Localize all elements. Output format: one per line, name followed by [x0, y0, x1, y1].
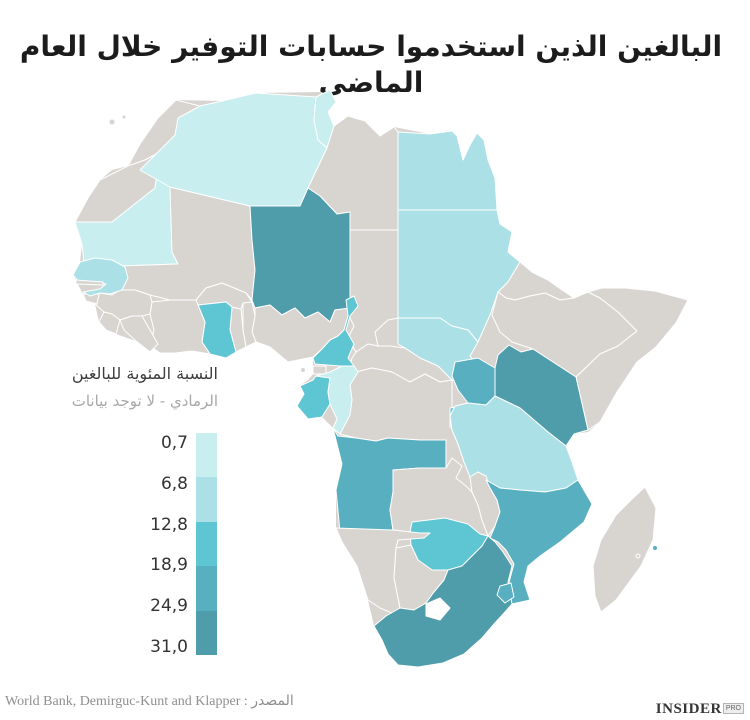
legend-tick-labels: 0,7 6,8 12,8 18,9 24,9 31,0	[100, 433, 188, 657]
legend-segment-b3	[196, 521, 217, 567]
legend-segment-b1	[196, 433, 217, 478]
country-layer	[72, 89, 689, 668]
country-cameroon	[312, 295, 359, 367]
country-madagascar	[592, 486, 657, 613]
legend-segment-b4	[196, 566, 217, 611]
country-bioko	[300, 367, 306, 373]
chart-title: البالغين الذين استخدموا حسابات التوفير خ…	[19, 29, 723, 100]
country-comoros	[652, 545, 658, 551]
country-liberia	[119, 315, 159, 353]
country-somalia	[575, 287, 689, 431]
legend-scale-bar	[196, 433, 217, 656]
legend-tick-label: 0,7	[160, 433, 188, 453]
legend-tick-label: 31,0	[150, 637, 188, 657]
legend-title: النسبة المئوية للبالغين	[71, 364, 218, 383]
legend-tick-label: 12,8	[150, 514, 188, 535]
country-gabon	[296, 375, 331, 420]
source-note: المصدر : World Bank, Demirguc-Kunt and K…	[5, 694, 294, 709]
insider-pro-logo: INSIDER PRO	[656, 698, 744, 718]
country-gambia	[75, 279, 104, 286]
logo-pro-badge: PRO	[722, 703, 744, 714]
logo-name: INSIDER	[655, 701, 722, 717]
country-senegal	[72, 257, 129, 297]
legend-no-data-note: الرمادي - لا توجد بيانات	[71, 392, 218, 410]
country-canary-islands	[121, 114, 127, 120]
country-equatorial-guinea	[312, 365, 327, 375]
country-congo-republic	[315, 365, 359, 435]
legend-segment-b2	[196, 477, 217, 522]
country-reunion	[635, 553, 641, 559]
country-lesotho	[425, 597, 451, 621]
country-canary-islands	[108, 118, 116, 126]
country-mozambique	[485, 479, 593, 605]
legend-tick-label: 24,9	[150, 596, 188, 617]
legend-tick-label: 18,9	[150, 555, 188, 576]
country-swaziland	[496, 582, 515, 604]
country-egypt	[397, 130, 498, 211]
legend-segment-b5	[196, 610, 217, 656]
legend-tick-label: 6,8	[160, 473, 188, 494]
country-sierra-leone	[98, 311, 121, 335]
